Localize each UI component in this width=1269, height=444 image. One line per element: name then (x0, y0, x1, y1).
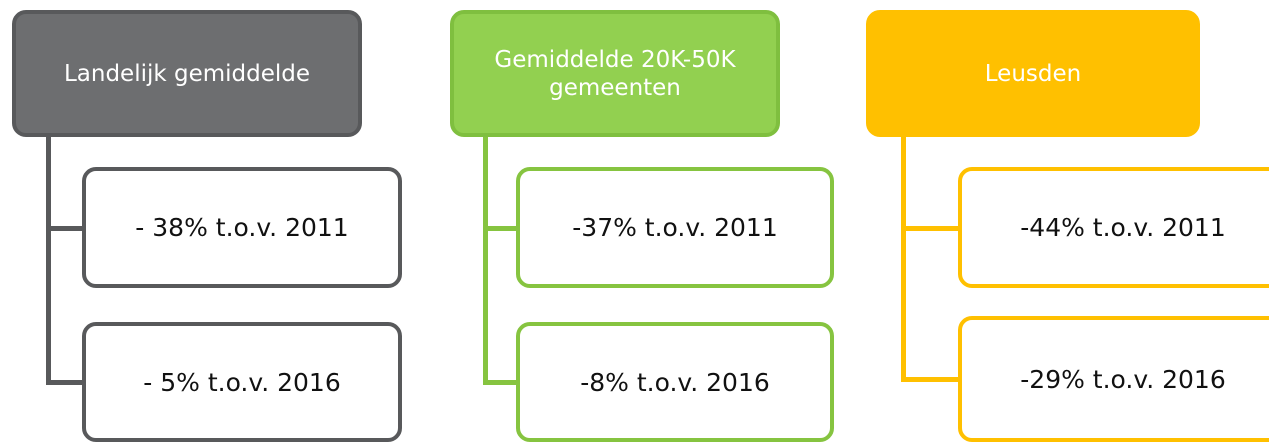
item-box: -8% t.o.v. 2016 (516, 322, 834, 442)
item-box: - 38% t.o.v. 2011 (82, 167, 402, 288)
connector-branch (901, 377, 960, 382)
connector-branch (46, 225, 84, 231)
item-box: -44% t.o.v. 2011 (958, 167, 1269, 288)
header-box: Landelijk gemiddelde (12, 10, 362, 137)
item-box: -29% t.o.v. 2016 (958, 316, 1269, 442)
item-box: - 5% t.o.v. 2016 (82, 322, 402, 442)
item-box: -37% t.o.v. 2011 (516, 167, 834, 288)
connector-branch (483, 225, 518, 231)
connector-branch (901, 225, 960, 231)
connector-branch (46, 380, 84, 385)
header-box: Leusden (866, 10, 1200, 137)
connector-line (483, 135, 488, 384)
header-box: Gemiddelde 20K-50K gemeenten (450, 10, 780, 137)
connector-branch (483, 380, 518, 385)
connector-line (901, 135, 906, 381)
connector-line (46, 135, 51, 384)
